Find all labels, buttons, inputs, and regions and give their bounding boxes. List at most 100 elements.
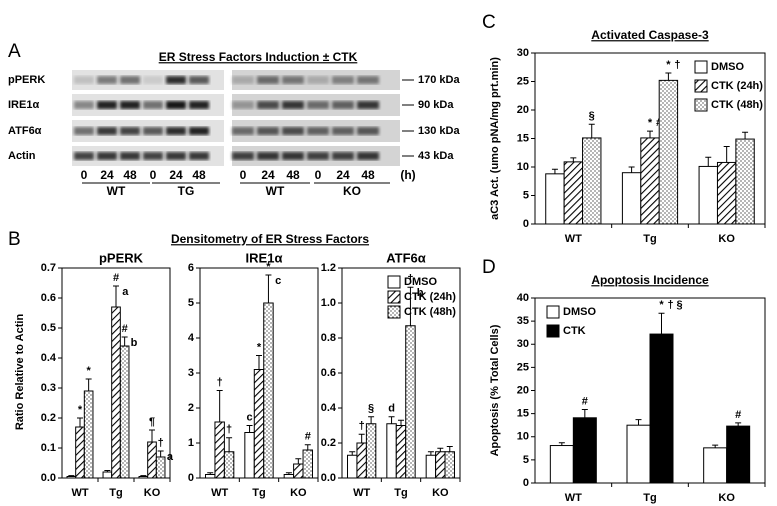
error-bar	[588, 123, 595, 138]
error-bar	[368, 416, 375, 424]
error-bar	[104, 470, 111, 472]
y-tick-label: 20	[517, 104, 529, 116]
group-label: WT	[266, 184, 285, 198]
annotation: ¶	[149, 416, 155, 428]
error-bar	[735, 422, 742, 427]
blot-band	[74, 76, 94, 84]
bar	[563, 161, 584, 225]
bar	[582, 137, 602, 225]
mw-label: 170 kDa	[418, 74, 460, 86]
blot-band	[166, 152, 186, 160]
x-tick-label: Tg	[394, 487, 407, 499]
panel-letter: B	[8, 229, 21, 250]
legend-swatch	[387, 305, 401, 319]
annotation: §	[589, 110, 595, 122]
lane-label: 48	[361, 168, 375, 182]
blot-band	[232, 127, 254, 135]
bar	[626, 424, 651, 484]
legend-swatch	[694, 98, 708, 112]
blot-band	[357, 76, 379, 84]
lane-label: 0	[315, 168, 322, 182]
blot-band	[74, 127, 94, 135]
y-tick-label: 0.4	[321, 402, 337, 414]
lane-label: 0	[150, 168, 157, 182]
bar	[621, 172, 642, 225]
blot-band	[232, 101, 254, 109]
annotation: c	[246, 411, 252, 423]
annotation: §	[676, 299, 682, 311]
y-tick-label: 0.0	[41, 472, 56, 484]
bar	[283, 474, 295, 479]
bar	[698, 165, 718, 225]
y-tick-label: 5	[523, 189, 529, 201]
x-tick-label: Tg	[643, 233, 656, 245]
y-tick-label: 15	[517, 408, 529, 420]
bar	[549, 445, 574, 484]
legend-swatch	[694, 79, 708, 93]
row-label: IRE1α	[8, 99, 39, 111]
blot-band	[282, 76, 304, 84]
chart-title: Apoptosis Incidence	[591, 273, 709, 287]
legend-label: CTK (48h)	[404, 306, 456, 318]
bar	[302, 449, 313, 479]
annotation: *	[666, 59, 671, 71]
blot-band	[97, 101, 117, 109]
mw-label: 43 kDa	[418, 150, 454, 162]
bar	[138, 476, 149, 479]
blot-band	[357, 127, 379, 135]
bar	[75, 426, 85, 479]
lane-label: 48	[192, 168, 206, 182]
error-bar	[398, 419, 404, 426]
error-bar	[121, 336, 128, 346]
legend-label: DMSO	[404, 276, 437, 288]
annotation: *	[659, 299, 664, 311]
chart-title: IRE1α	[246, 250, 283, 265]
bar	[244, 432, 255, 479]
blot-band	[189, 76, 209, 84]
blot-band	[232, 76, 254, 84]
y-tick-label: 1	[188, 437, 194, 449]
error-bar	[149, 429, 155, 442]
legend-label: DMSO	[711, 61, 744, 73]
annotation: †	[158, 437, 164, 449]
row-label: Actin	[8, 150, 36, 162]
blot-band	[143, 127, 163, 135]
y-axis-label: Ratio Relative to Actin	[14, 314, 26, 431]
bar	[119, 345, 130, 479]
legend-label: CTK	[563, 325, 586, 337]
bar	[435, 451, 446, 479]
y-axis-label: aC3 Act. (umo pNA/mg prt.min)	[489, 57, 501, 220]
error-bar	[77, 417, 83, 427]
chart-title: ATF6α	[386, 250, 426, 265]
x-tick-label: KO	[432, 487, 449, 499]
lane-label: 24	[336, 168, 350, 182]
x-tick-label: KO	[718, 492, 735, 504]
y-tick-label: 10	[517, 431, 529, 443]
blot-band	[357, 152, 379, 160]
error-bar	[295, 458, 302, 464]
blot-band	[120, 76, 140, 84]
blot-band	[282, 127, 304, 135]
group-label: WT	[107, 184, 126, 198]
y-tick-label: 6	[188, 262, 194, 274]
y-tick-label: 5	[523, 454, 529, 466]
y-tick-label: 15	[517, 132, 529, 144]
bar	[102, 471, 113, 479]
error-bar	[647, 130, 653, 138]
error-bar	[113, 285, 119, 307]
x-tick-label: Tg	[643, 492, 656, 504]
blot-band	[332, 101, 354, 109]
legend-swatch	[387, 275, 401, 289]
annotation: c	[275, 275, 281, 287]
error-bar	[581, 408, 588, 418]
error-bar	[388, 416, 395, 424]
annotation: a	[122, 286, 129, 298]
panel-letter: D	[482, 257, 496, 278]
legend-swatch	[546, 305, 560, 319]
bar	[83, 390, 94, 479]
annotation: †	[667, 299, 673, 311]
legend-label: CTK (24h)	[711, 80, 763, 92]
x-tick-label: WT	[565, 492, 582, 504]
legend-swatch	[546, 324, 560, 338]
blot-band	[307, 127, 329, 135]
